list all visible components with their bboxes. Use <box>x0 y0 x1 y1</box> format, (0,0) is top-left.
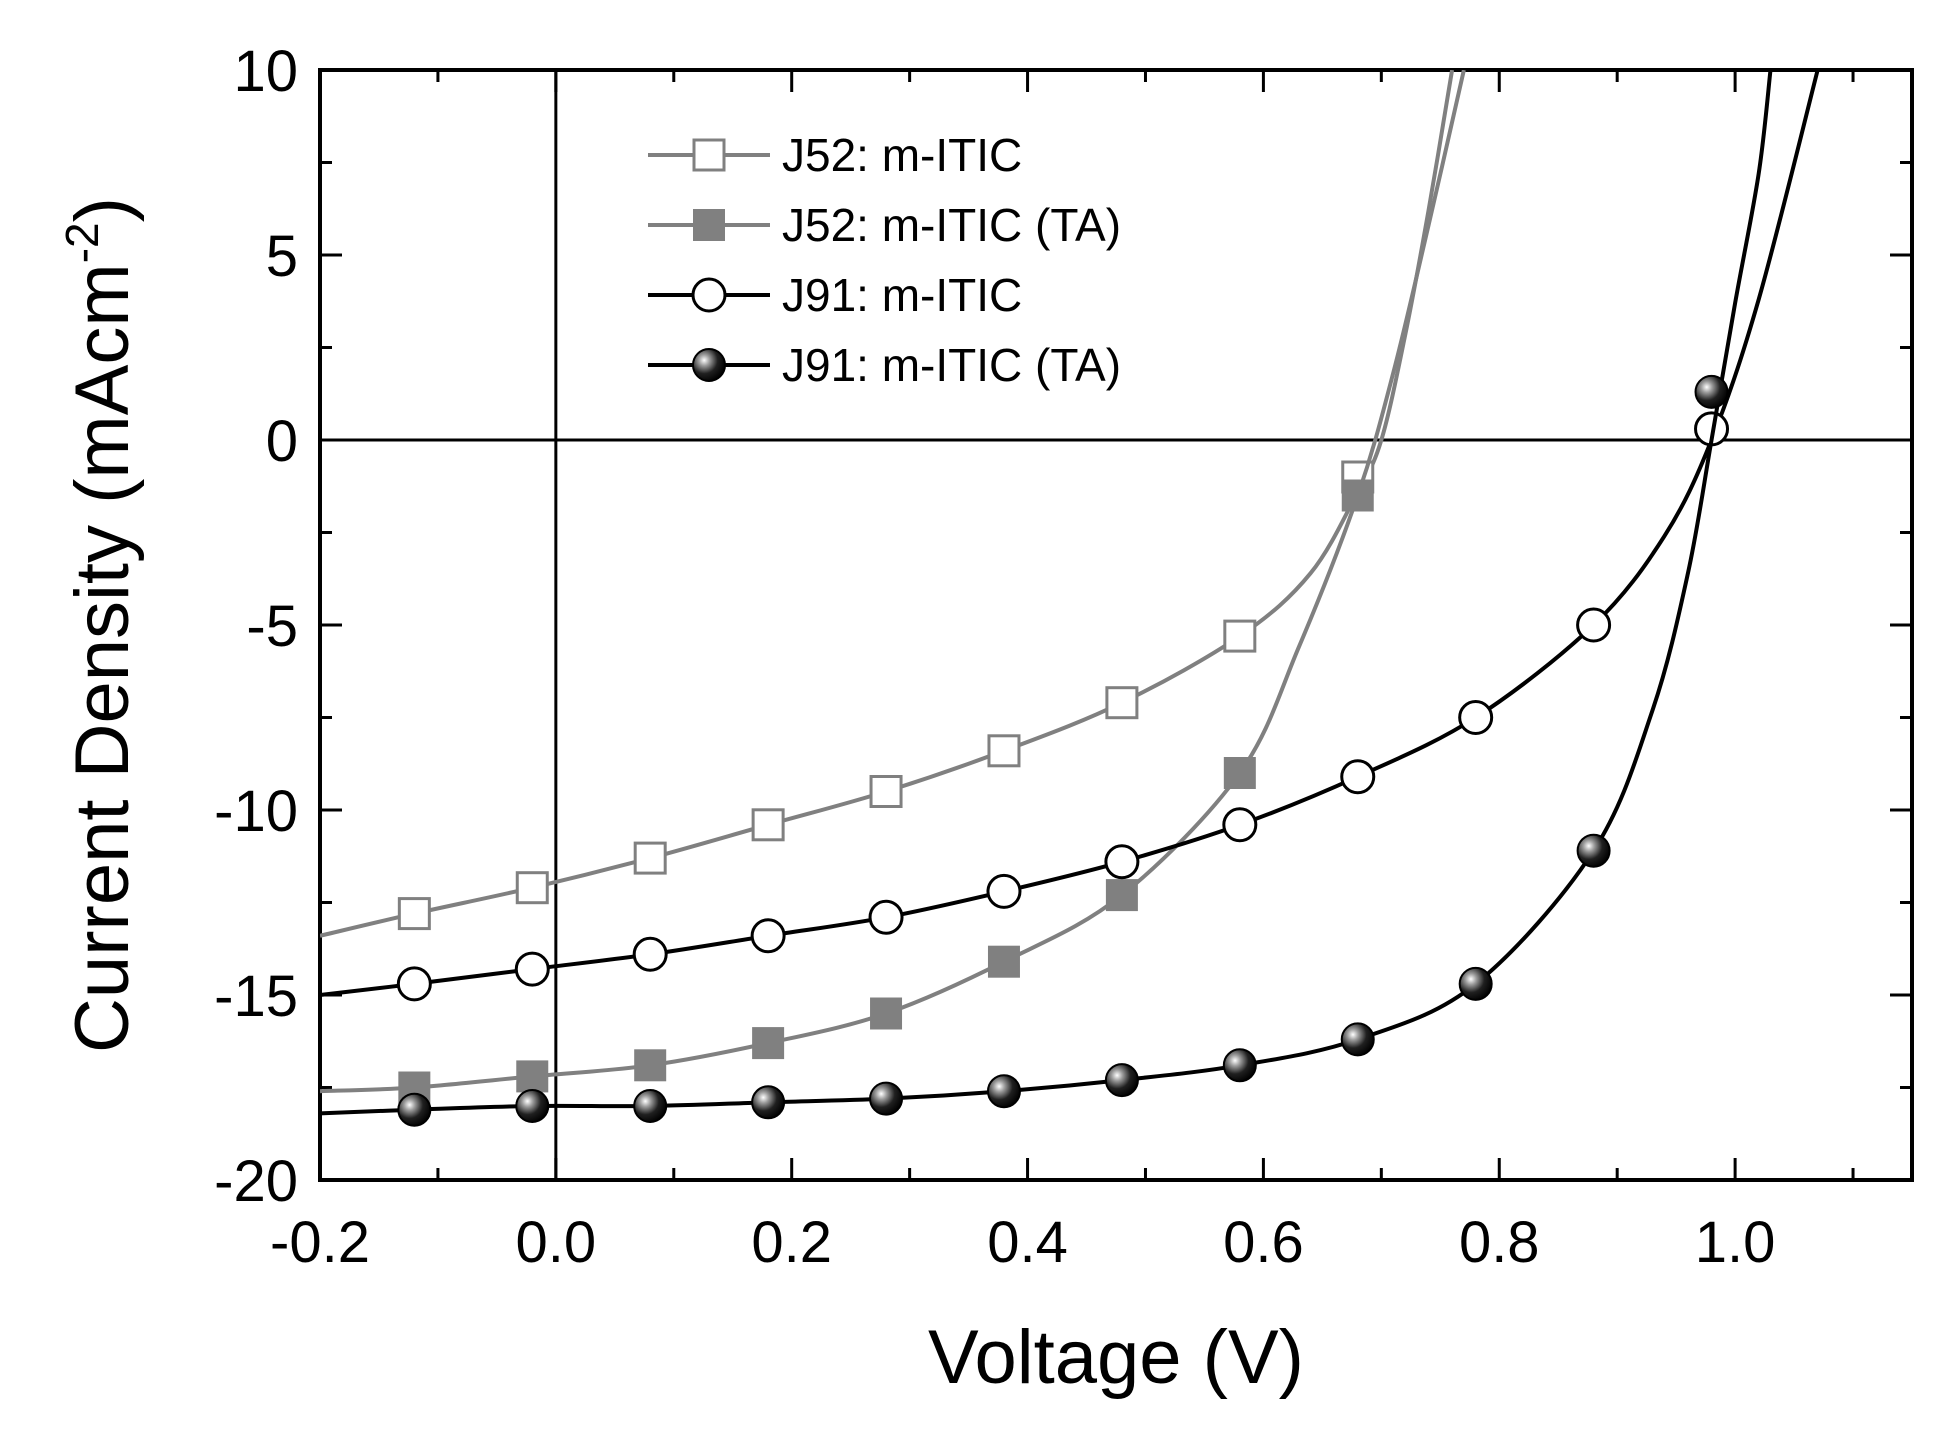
series-layer <box>320 70 1820 1127</box>
data-point <box>750 918 786 954</box>
data-point <box>752 1027 785 1060</box>
legend-marker <box>691 277 727 313</box>
data-point <box>516 1060 549 1093</box>
legend-item: J91: m-ITIC <box>648 269 1022 321</box>
data-point <box>868 899 904 935</box>
legend-label: J52: m-ITIC <box>782 129 1022 181</box>
data-point <box>634 1049 667 1082</box>
data-point <box>987 945 1020 978</box>
data-point <box>515 871 549 905</box>
reference-lines <box>320 70 1912 1180</box>
legend-marker <box>693 209 725 241</box>
data-point <box>1340 759 1376 795</box>
data-point <box>986 1074 1021 1109</box>
y-tick-label: -10 <box>214 779 298 844</box>
data-point <box>1222 1048 1257 1083</box>
legend-marker <box>692 138 726 172</box>
legend-label: J52: m-ITIC (TA) <box>782 199 1121 251</box>
data-point <box>869 1081 904 1116</box>
data-point <box>1104 1063 1139 1098</box>
x-tick-label: 0.2 <box>751 1210 832 1275</box>
series-line <box>320 70 1455 938</box>
data-point <box>632 936 668 972</box>
series-4 <box>320 70 1773 1127</box>
y-tick-label: 0 <box>266 409 298 474</box>
data-point <box>1341 479 1374 512</box>
data-point <box>397 897 431 931</box>
legend-label: J91: m-ITIC <box>782 269 1022 321</box>
data-point <box>870 997 903 1030</box>
data-point <box>1223 619 1257 653</box>
data-point <box>751 808 785 842</box>
y-axis-title-close: ) <box>60 197 145 222</box>
data-point <box>1458 700 1494 735</box>
y-tick-label: 10 <box>233 39 298 104</box>
data-point <box>986 873 1022 909</box>
series-3 <box>320 70 1820 1002</box>
data-point <box>1104 844 1140 880</box>
legend: J52: m-ITIC J52: m-ITIC (TA) J91: m-ITIC J9… <box>648 129 1121 391</box>
y-axis-title: Current Density (mAcm-2) <box>56 197 145 1053</box>
x-tick-label: 0.6 <box>1223 1210 1304 1275</box>
data-point <box>751 1085 786 1120</box>
x-axis-title: Voltage (V) <box>928 1315 1304 1400</box>
data-point <box>1458 966 1493 1001</box>
data-point <box>514 951 550 987</box>
y-tick-label: -15 <box>214 964 298 1029</box>
data-point <box>396 966 432 1002</box>
x-tick-label: 0.4 <box>987 1210 1068 1275</box>
data-point <box>1223 757 1256 789</box>
x-tick-label: 0.0 <box>516 1210 597 1275</box>
data-point <box>1222 807 1258 843</box>
legend-item: J52: m-ITIC <box>648 129 1022 181</box>
data-point <box>515 1089 550 1123</box>
legend-item: J52: m-ITIC (TA) <box>648 199 1121 251</box>
y-axis-title-superscript: -2 <box>56 222 108 263</box>
data-point <box>1105 686 1139 720</box>
data-point <box>1576 607 1612 643</box>
y-tick-label: 5 <box>266 224 298 289</box>
data-point <box>633 841 667 875</box>
legend-item: J91: m-ITIC (TA) <box>648 339 1121 391</box>
y-axis-tick-labels: 10 5 0 -5 -10 -15 -20 <box>214 39 298 1214</box>
data-point <box>869 775 903 808</box>
legend-marker <box>692 348 726 382</box>
y-axis-title-main: Current Density (mAcm <box>60 263 145 1053</box>
y-tick-label: -5 <box>246 594 298 659</box>
data-point <box>1576 833 1611 868</box>
data-point <box>633 1089 668 1123</box>
data-point <box>1105 879 1138 912</box>
data-point <box>1340 1022 1375 1057</box>
data-point <box>987 734 1021 768</box>
data-point <box>397 1092 432 1127</box>
y-tick-label: -20 <box>214 1149 298 1214</box>
x-axis-tick-labels: -0.2 0.0 0.2 0.4 0.6 0.8 1.0 <box>270 1210 1775 1275</box>
x-tick-label: 0.8 <box>1459 1210 1540 1275</box>
legend-label: J91: m-ITIC (TA) <box>782 339 1121 391</box>
series-2 <box>320 70 1466 1104</box>
data-point <box>1694 374 1729 409</box>
x-tick-label: 1.0 <box>1695 1210 1776 1275</box>
x-tick-label: -0.2 <box>270 1210 370 1275</box>
